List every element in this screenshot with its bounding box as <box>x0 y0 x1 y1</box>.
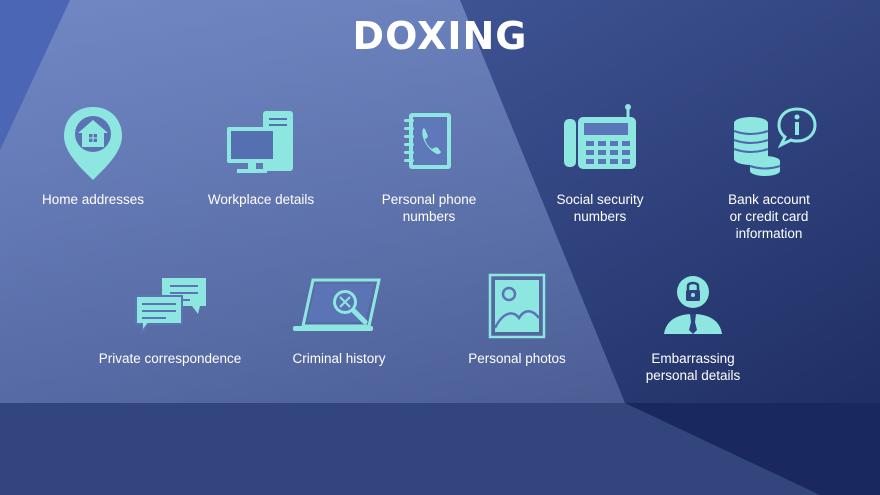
office-phone-icon <box>564 104 636 169</box>
item-criminal-history: Criminal history <box>249 272 429 367</box>
item-label: Personal phone numbers <box>381 192 477 224</box>
item-label: Criminal history <box>292 351 386 366</box>
photo-frame-icon <box>488 273 546 339</box>
item-personal-phone-numbers: Personal phone numbers <box>339 103 519 225</box>
item-label: Bank account or credit card information <box>728 192 810 241</box>
item-label: Home addresses <box>41 192 145 207</box>
item-label: Embarrassing personal details <box>645 351 741 383</box>
item-embarrassing-personal-details: Embarrassing personal details <box>603 272 783 384</box>
desktop-computer-icon <box>227 111 293 173</box>
item-personal-photos: Personal photos <box>427 272 607 367</box>
item-label: Private correspondence <box>98 351 242 366</box>
item-social-security-numbers: Social security numbers <box>510 103 690 225</box>
item-bank-account-information: Bank account or credit card information <box>679 103 859 242</box>
location-pin-house-icon <box>64 107 122 180</box>
item-label: Social security numbers <box>556 192 644 224</box>
item-label: Personal photos <box>468 351 566 366</box>
page-title: DOXING <box>352 14 528 58</box>
item-private-correspondence: Private correspondence <box>80 272 260 367</box>
item-workplace-details: Workplace details <box>171 103 351 208</box>
chat-bubbles-icon <box>135 278 206 335</box>
coins-info-icon <box>733 107 817 176</box>
item-home-addresses: Home addresses <box>3 103 183 208</box>
person-lock-icon <box>664 276 722 334</box>
item-label: Workplace details <box>207 192 315 207</box>
phone-book-icon <box>404 113 451 169</box>
laptop-magnifier-icon <box>293 278 381 331</box>
